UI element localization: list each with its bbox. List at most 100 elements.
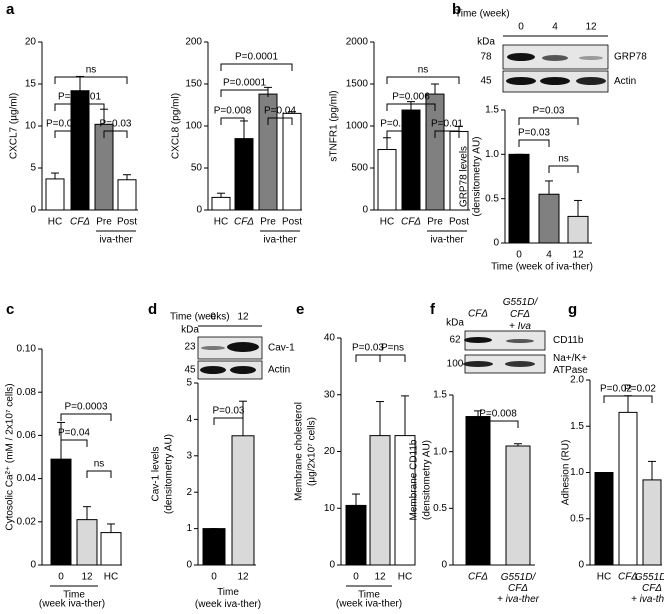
bar: [345, 504, 367, 566]
error-bar: [83, 506, 91, 520]
x-tick-label: CFΔ: [70, 217, 90, 228]
group-label: Time: [358, 590, 380, 601]
y-tick-label: 0: [30, 205, 36, 216]
y-tick-label: 1.0: [485, 149, 499, 160]
group-label: Time: [63, 590, 85, 601]
y-tick-label: 2: [186, 487, 192, 498]
x-tick-label: 12: [572, 250, 584, 261]
panel-label: c: [6, 301, 14, 318]
significance-label: P=0.02: [600, 384, 632, 395]
y-tick-label: 0.06: [17, 430, 37, 441]
y-tick-label: 0.08: [17, 387, 37, 398]
significance-bracket: [60, 439, 88, 447]
y-tick-label: 2.0: [570, 375, 584, 386]
significance-bracket: [518, 139, 550, 147]
panel-label: d: [148, 301, 157, 318]
significance-bracket: [477, 420, 519, 428]
x-axis-label: Time (week of iva-ther): [491, 262, 593, 273]
x-tick-label: HC: [214, 217, 228, 228]
blot-band: [576, 77, 606, 85]
blot-band: [505, 361, 535, 367]
bar: [642, 479, 662, 566]
y-tick-label: 5: [186, 378, 192, 389]
y-tick-label: 4: [186, 414, 192, 425]
bar: [234, 138, 254, 211]
y-tick-label: 1: [186, 523, 192, 534]
y-tick-label: 50: [191, 163, 203, 174]
bar: [618, 411, 638, 566]
y-axis-label: Cav-1 levels (densitometry AU): [150, 434, 174, 514]
x-tick-label: CFΔ: [234, 217, 254, 228]
significance-label: P=0.03: [533, 106, 565, 117]
kda-label: 23: [184, 342, 196, 353]
group-label: iva-ther: [430, 235, 464, 246]
y-tick-label: 0: [196, 205, 202, 216]
band-label: Actin: [268, 365, 290, 376]
significance-label: P=0.01: [431, 119, 463, 130]
significance-label: P=0.0003: [64, 402, 108, 413]
error-bar: [407, 101, 415, 111]
bar: [538, 193, 560, 244]
blot-band: [463, 361, 493, 367]
bar: [211, 196, 231, 211]
significance-bracket: [386, 103, 436, 111]
y-tick-label: 0.5: [485, 193, 499, 204]
blot-band: [200, 366, 226, 374]
significance-bracket: [220, 63, 293, 71]
blot-band: [227, 342, 259, 352]
y-tick-label: 0: [578, 560, 584, 571]
x-tick-label: 0: [58, 572, 64, 583]
significance-bracket: [386, 130, 412, 138]
error-bar: [401, 395, 409, 436]
y-tick-label: 0: [441, 560, 447, 571]
x-tick-label: CFΔ: [401, 217, 421, 228]
lane-label: 12: [585, 22, 597, 33]
x-tick-label: G551D/CFΔ+ iva-ther: [631, 572, 664, 605]
y-tick-label: 15: [25, 79, 37, 90]
band-label: Cav-1: [268, 343, 295, 354]
x-axis-label: (week iva-ther): [39, 599, 105, 610]
y-tick-label: 100: [185, 121, 202, 132]
error-bar: [217, 192, 225, 198]
blot-header: Time (weeks): [170, 312, 230, 323]
significance-bracket: [54, 103, 105, 111]
y-tick-label: 3: [186, 450, 192, 461]
bar: [202, 528, 226, 566]
significance-bracket: [103, 130, 128, 138]
y-axis-label: Cytosolic Ca²⁺ (mM / 2x10⁷ cells): [5, 383, 16, 530]
blot-header: Time (week): [455, 9, 510, 20]
y-tick-label: 500: [351, 163, 368, 174]
y-tick-label: 20: [25, 37, 37, 48]
lane-label: 4: [552, 22, 558, 33]
y-tick-label: 10: [324, 503, 336, 514]
significance-label: P=0.0001: [235, 52, 279, 63]
blot-band: [542, 55, 568, 61]
bar: [45, 178, 65, 211]
bar: [76, 519, 98, 566]
significance-label: P=0.008: [380, 119, 418, 130]
significance-label: P=0.03: [100, 119, 132, 130]
y-tick-label: 1500: [346, 79, 369, 90]
y-tick-label: 1.5: [485, 105, 499, 116]
significance-label: P=0.0001: [223, 78, 267, 89]
x-tick-label: Pre: [96, 217, 112, 228]
error-bar: [574, 199, 582, 217]
y-tick-label: 1.0: [433, 446, 447, 457]
lane-label: 0: [210, 312, 216, 323]
significance-bracket: [518, 117, 579, 125]
y-tick-label: 0: [493, 238, 499, 249]
error-bar: [76, 75, 84, 91]
x-tick-label: 12: [81, 572, 93, 583]
bar: [425, 93, 445, 211]
error-bar: [107, 523, 115, 533]
significance-bracket: [213, 417, 244, 425]
kda-label: 62: [449, 335, 461, 346]
lane-label: G551D/CFΔ + Iva: [503, 297, 539, 332]
significance-label: P=0.0002: [46, 119, 90, 130]
significance-bracket: [386, 76, 460, 84]
kda-label: kDa: [477, 37, 495, 48]
y-axis-label: CXCL8 (pg/ml): [171, 93, 182, 159]
bar: [505, 445, 531, 566]
significance-label: P=0.008: [479, 409, 517, 420]
x-tick-label: 12: [237, 572, 249, 583]
